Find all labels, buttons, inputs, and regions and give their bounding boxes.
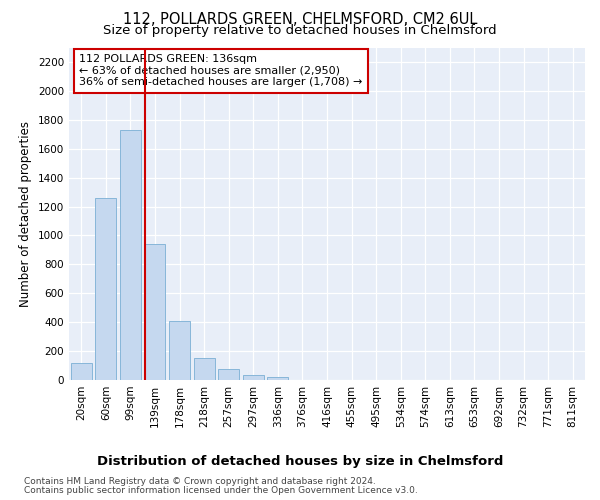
Bar <box>194 358 215 380</box>
Bar <box>95 198 116 380</box>
Bar <box>243 375 264 380</box>
Text: Contains public sector information licensed under the Open Government Licence v3: Contains public sector information licen… <box>24 486 418 495</box>
Text: Size of property relative to detached houses in Chelmsford: Size of property relative to detached ho… <box>103 24 497 37</box>
Text: Distribution of detached houses by size in Chelmsford: Distribution of detached houses by size … <box>97 455 503 468</box>
Text: 112 POLLARDS GREEN: 136sqm
← 63% of detached houses are smaller (2,950)
36% of s: 112 POLLARDS GREEN: 136sqm ← 63% of deta… <box>79 54 362 88</box>
Bar <box>71 362 92 380</box>
Bar <box>145 244 166 380</box>
Text: 112, POLLARDS GREEN, CHELMSFORD, CM2 6UL: 112, POLLARDS GREEN, CHELMSFORD, CM2 6UL <box>123 12 477 28</box>
Bar <box>120 130 141 380</box>
Y-axis label: Number of detached properties: Number of detached properties <box>19 120 32 306</box>
Bar <box>169 322 190 380</box>
Text: Contains HM Land Registry data © Crown copyright and database right 2024.: Contains HM Land Registry data © Crown c… <box>24 477 376 486</box>
Bar <box>268 377 289 380</box>
Bar <box>218 369 239 380</box>
